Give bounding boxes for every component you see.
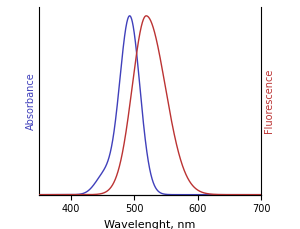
Y-axis label: Fluorescence: Fluorescence xyxy=(264,68,274,133)
Y-axis label: Absorbance: Absorbance xyxy=(26,72,36,130)
X-axis label: Wavelenght, nm: Wavelenght, nm xyxy=(104,220,196,229)
